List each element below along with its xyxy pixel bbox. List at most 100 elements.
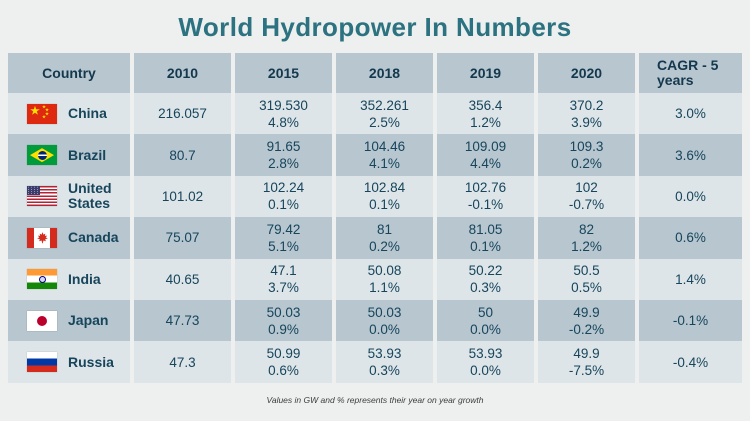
col-header-2019: 2019 bbox=[437, 53, 534, 93]
value: 3.6% bbox=[675, 147, 706, 163]
growth: -7.5% bbox=[568, 363, 605, 379]
value-cell-2010: 216.057 bbox=[134, 93, 231, 135]
value: 3.0% bbox=[675, 106, 706, 122]
value-cell-2010: 101.02 bbox=[134, 175, 231, 218]
flag-disc bbox=[37, 315, 47, 326]
flag-star bbox=[45, 107, 49, 112]
value: 50.99 bbox=[266, 346, 301, 362]
value-cell-2018: 102.84 0.1% bbox=[336, 175, 433, 218]
japan-flag-icon bbox=[27, 310, 57, 331]
value: 47.73 bbox=[165, 313, 200, 329]
value-cell-2018: 50.08 1.1% bbox=[336, 258, 433, 300]
value-cell-2015: 91.65 2.8% bbox=[235, 134, 332, 176]
growth: 0.2% bbox=[369, 238, 400, 254]
value: 102 bbox=[575, 180, 598, 196]
value-cell-2010: 80.7 bbox=[134, 134, 231, 176]
table-row-china: China 216.057 319.530 4.8% 352.261 2.5% 35… bbox=[8, 93, 742, 135]
russia-flag-icon bbox=[27, 352, 57, 373]
col-header-2010: 2010 bbox=[134, 53, 231, 93]
flag-canton bbox=[27, 186, 40, 195]
value-cell-2015: 50.99 0.6% bbox=[235, 341, 332, 383]
value: 81.05 bbox=[468, 221, 503, 237]
value: -0.4% bbox=[672, 354, 709, 370]
value: 50.22 bbox=[468, 263, 503, 279]
value: 81 bbox=[376, 221, 393, 237]
country-label: India bbox=[68, 270, 101, 287]
value-cell-2010: 47.73 bbox=[134, 299, 231, 342]
value-cell-2015: 47.1 3.7% bbox=[235, 258, 332, 300]
country-cell: Canada bbox=[8, 217, 130, 259]
value: 109.3 bbox=[569, 139, 604, 155]
india-flag-icon bbox=[27, 269, 57, 290]
value-cell-2015: 102.24 0.1% bbox=[235, 175, 332, 218]
growth: -0.7% bbox=[568, 197, 605, 213]
value: 79.42 bbox=[266, 221, 301, 237]
value: -0.1% bbox=[672, 313, 709, 329]
table-header-row: Country 2010 2015 2018 2019 2020 CAGR - … bbox=[8, 53, 742, 93]
value-cell-2020: 370.2 3.9% bbox=[538, 93, 635, 135]
growth: 0.2% bbox=[571, 156, 602, 172]
value-cell-2018: 352.261 2.5% bbox=[336, 93, 433, 135]
cagr-cell: 0.6% bbox=[639, 217, 742, 259]
flag-bar bbox=[27, 227, 34, 248]
page-title: World Hydropower In Numbers bbox=[178, 12, 572, 42]
hydropower-table: Country 2010 2015 2018 2019 2020 CAGR - … bbox=[8, 53, 742, 383]
value-cell-2020: 102 -0.7% bbox=[538, 175, 635, 218]
value: 356.4 bbox=[468, 97, 503, 113]
china-flag-icon bbox=[27, 103, 57, 124]
growth: 0.6% bbox=[268, 363, 299, 379]
growth: -0.2% bbox=[568, 321, 605, 337]
value-cell-2019: 102.76 -0.1% bbox=[437, 175, 534, 218]
table-row-russia: Russia 47.3 50.99 0.6% 53.93 0.3% 53.93 0.0… bbox=[8, 341, 742, 383]
country-cell: Japan bbox=[8, 299, 130, 342]
growth: 4.8% bbox=[268, 114, 299, 130]
growth: 0.5% bbox=[571, 280, 602, 296]
value-cell-2019: 50 0.0% bbox=[437, 299, 534, 342]
table-row-canada: Canada 75.07 79.42 5.1% 81 0.2% 81.05 0.1% … bbox=[8, 217, 742, 259]
growth: 0.0% bbox=[369, 321, 400, 337]
value-cell-2018: 50.03 0.0% bbox=[336, 299, 433, 342]
cagr-cell: 1.4% bbox=[639, 258, 742, 300]
value: 53.93 bbox=[367, 346, 402, 362]
value-cell-2019: 50.22 0.3% bbox=[437, 258, 534, 300]
cagr-cell: -0.4% bbox=[639, 341, 742, 383]
growth: 0.3% bbox=[369, 363, 400, 379]
value: 40.65 bbox=[165, 271, 200, 287]
value-cell-2019: 81.05 0.1% bbox=[437, 217, 534, 259]
col-header-2015: 2015 bbox=[235, 53, 332, 93]
country-cell: United States bbox=[8, 175, 130, 218]
maple-leaf-icon bbox=[36, 231, 48, 244]
value: 50 bbox=[477, 304, 494, 320]
value: 102.76 bbox=[464, 180, 507, 196]
value-cell-2020: 109.3 0.2% bbox=[538, 134, 635, 176]
growth: 0.0% bbox=[470, 321, 501, 337]
value: 101.02 bbox=[161, 188, 204, 204]
value: 75.07 bbox=[165, 230, 200, 246]
value-cell-2018: 53.93 0.3% bbox=[336, 341, 433, 383]
us-flag-icon bbox=[27, 186, 57, 207]
cagr-cell: 0.0% bbox=[639, 175, 742, 218]
col-header-cagr: CAGR - 5 years bbox=[639, 53, 742, 93]
table-row-japan: Japan 47.73 50.03 0.9% 50.03 0.0% 50 0.0% 4… bbox=[8, 299, 742, 342]
growth: 0.3% bbox=[470, 280, 501, 296]
growth: 0.9% bbox=[268, 321, 299, 337]
growth: 0.1% bbox=[369, 197, 400, 213]
value-cell-2010: 40.65 bbox=[134, 258, 231, 300]
growth: 4.4% bbox=[470, 156, 501, 172]
value: 102.84 bbox=[363, 180, 406, 196]
value-cell-2018: 104.46 4.1% bbox=[336, 134, 433, 176]
growth: 0.1% bbox=[470, 238, 501, 254]
country-cell: Brazil bbox=[8, 134, 130, 176]
value-cell-2019: 356.4 1.2% bbox=[437, 93, 534, 135]
value-cell-2020: 82 1.2% bbox=[538, 217, 635, 259]
col-header-2020: 2020 bbox=[538, 53, 635, 93]
brazil-flag-icon bbox=[27, 145, 57, 166]
growth: 1.2% bbox=[571, 238, 602, 254]
value-cell-2018: 81 0.2% bbox=[336, 217, 433, 259]
value-cell-2020: 49.9 -0.2% bbox=[538, 299, 635, 342]
country-label: Russia bbox=[68, 353, 114, 370]
col-header-country: Country bbox=[8, 53, 130, 93]
growth: 1.2% bbox=[470, 114, 501, 130]
value-cell-2019: 53.93 0.0% bbox=[437, 341, 534, 383]
value: 47.1 bbox=[270, 263, 297, 279]
